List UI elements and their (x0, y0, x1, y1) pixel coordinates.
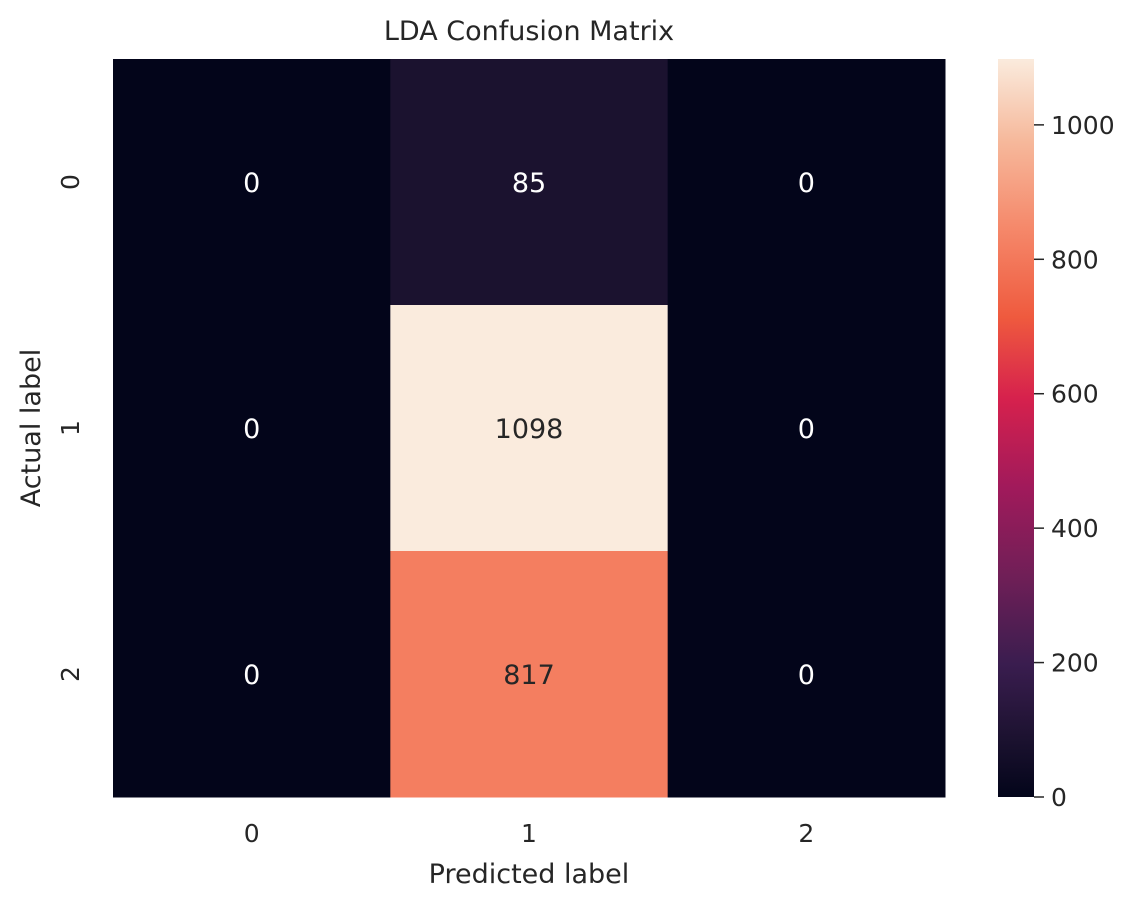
colorbar-tick-label: 800 (1051, 245, 1099, 274)
colorbar-tick-label: 200 (1051, 649, 1099, 678)
cell-value-label: 0 (798, 168, 815, 199)
chart-title: LDA Confusion Matrix (384, 16, 674, 47)
cell-value-label: 1098 (495, 414, 564, 445)
cell-value-label: 0 (798, 660, 815, 691)
heatmap-cells (113, 59, 946, 798)
x-axis-ticks: 0 1 2 (244, 819, 815, 848)
heatmap-cell (390, 551, 669, 798)
x-tick-label: 0 (244, 819, 260, 848)
cell-annotations: 0 85 0 0 1098 0 0 817 0 (243, 168, 815, 691)
y-axis-label: Actual label (16, 349, 47, 507)
x-tick-label: 1 (521, 819, 537, 848)
heatmap-cell (667, 59, 946, 306)
heatmap-cell (667, 305, 946, 552)
cell-value-label: 0 (798, 414, 815, 445)
x-tick-label: 2 (798, 819, 814, 848)
colorbar-tick-label: 400 (1051, 514, 1099, 543)
colorbar-tick-label: 0 (1051, 783, 1067, 812)
cell-value-label: 817 (503, 660, 555, 691)
heatmap-cell (113, 305, 391, 552)
heatmap-cell (113, 551, 391, 798)
y-tick-label: 0 (56, 174, 85, 190)
y-tick-label: 1 (56, 420, 85, 436)
heatmap-cell (667, 551, 946, 798)
cell-value-label: 85 (512, 168, 546, 199)
x-axis-label: Predicted label (429, 859, 630, 890)
colorbar-tick-label: 600 (1051, 380, 1099, 409)
cell-value-label: 0 (243, 660, 260, 691)
heatmap-cell (390, 305, 669, 552)
y-tick-label: 2 (56, 666, 85, 682)
colorbar-tick-label: 1000 (1051, 111, 1115, 140)
colorbar-ticks: 0 200 400 600 800 1000 (1034, 111, 1115, 812)
heatmap-cell (390, 59, 669, 306)
y-axis-ticks: 0 1 2 (56, 174, 85, 682)
colorbar (998, 59, 1034, 797)
cell-value-label: 0 (243, 168, 260, 199)
cell-value-label: 0 (243, 414, 260, 445)
heatmap-cell (113, 59, 391, 306)
